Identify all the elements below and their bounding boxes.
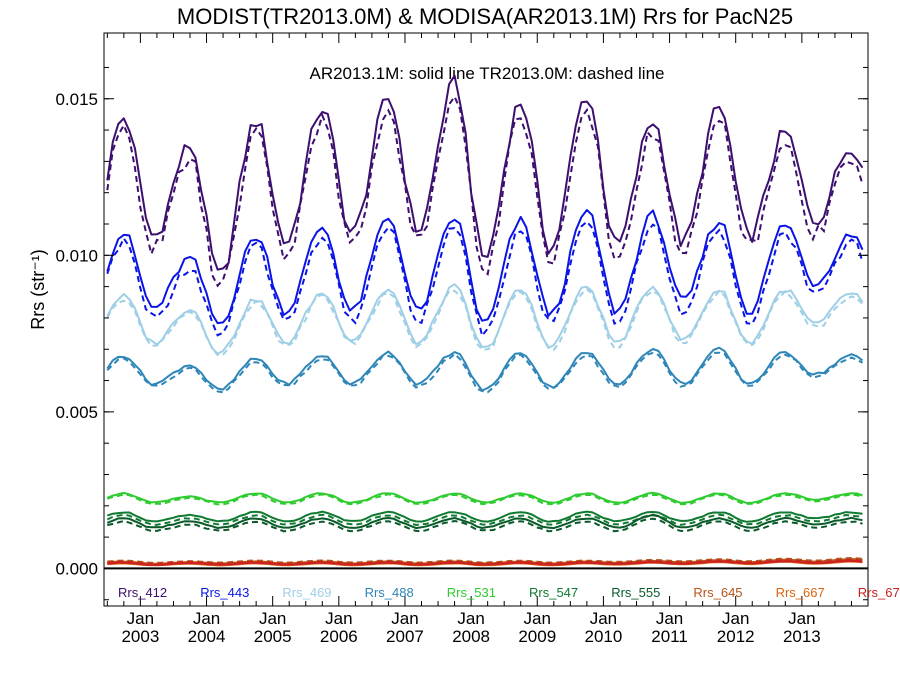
x-tick-label-month: Jan xyxy=(193,609,220,628)
x-tick-label-year: 2012 xyxy=(717,627,755,646)
x-tick-label-month: Jan xyxy=(325,609,352,628)
legend-entry-Rrs_667: Rrs_667 xyxy=(776,585,825,600)
x-tick-label-month: Jan xyxy=(722,609,749,628)
series-line-Rrs_412-dashed xyxy=(106,94,864,288)
x-tick-label-month: Jan xyxy=(524,609,551,628)
x-tick-label-month: Jan xyxy=(259,609,286,628)
legend-entry-Rrs_547: Rrs_547 xyxy=(529,585,578,600)
x-tick-label-year: 2008 xyxy=(452,627,490,646)
x-tick-label-year: 2005 xyxy=(254,627,292,646)
legend-entry-Rrs_645: Rrs_645 xyxy=(693,585,742,600)
x-tick-label-month: Jan xyxy=(457,609,484,628)
series-line-Rrs_469-dashed xyxy=(106,287,864,357)
legend-entry-Rrs_412: Rrs_412 xyxy=(118,585,167,600)
y-tick-label: 0.000 xyxy=(55,559,98,578)
x-tick-label-month: Jan xyxy=(127,609,154,628)
x-tick-label-month: Jan xyxy=(656,609,683,628)
series-line-Rrs_488-solid xyxy=(106,346,864,392)
series-lines xyxy=(106,74,864,567)
legend-entry-Rrs_488: Rrs_488 xyxy=(365,585,414,600)
series-line-Rrs_555-solid xyxy=(106,513,863,530)
y-axis-label: Rrs (str⁻¹) xyxy=(28,249,48,329)
x-tick-label-year: 2009 xyxy=(518,627,556,646)
chart-title: MODIST(TR2013.0M) & MODISA(AR2013.1M) Rr… xyxy=(177,4,793,29)
y-tick-label: 0.010 xyxy=(55,246,98,265)
plot-area: 0.0000.0050.0100.015Jan2003Jan2004Jan200… xyxy=(28,32,900,646)
line-style-annotation: AR2013.1M: solid line TR2013.0M: dashed … xyxy=(309,64,664,83)
series-line-Rrs_547-solid xyxy=(106,510,863,523)
series-line-Rrs_443-solid xyxy=(106,209,864,325)
y-tick-label: 0.005 xyxy=(55,403,98,422)
x-tick-label-year: 2004 xyxy=(188,627,226,646)
series-line-Rrs_531-dashed xyxy=(106,493,863,506)
x-tick-label-month: Jan xyxy=(788,609,815,628)
series-line-Rrs_645-dashed xyxy=(107,556,863,564)
x-tick-label-year: 2007 xyxy=(386,627,424,646)
x-tick-label-year: 2010 xyxy=(584,627,622,646)
legend-entry-Rrs_469: Rrs_469 xyxy=(282,585,331,600)
series-line-Rrs_488-dashed xyxy=(106,351,863,394)
x-tick-label-month: Jan xyxy=(391,609,418,628)
legend-entry-Rrs_443: Rrs_443 xyxy=(200,585,249,600)
x-tick-label-year: 2013 xyxy=(783,627,821,646)
series-line-Rrs_547-dashed xyxy=(106,513,863,527)
x-tick-label-year: 2006 xyxy=(320,627,358,646)
legend-entry-Rrs_531: Rrs_531 xyxy=(447,585,496,600)
series-line-Rrs_531-solid xyxy=(106,491,863,504)
x-tick-label-year: 2003 xyxy=(121,627,159,646)
series-line-Rrs_412-solid xyxy=(106,74,864,271)
x-tick-label-month: Jan xyxy=(590,609,617,628)
series-line-Rrs_443-dashed xyxy=(106,220,864,338)
legend-entry-Rrs_555: Rrs_555 xyxy=(611,585,660,600)
series-line-Rrs_678-dashed xyxy=(107,558,863,565)
x-tick-label-year: 2011 xyxy=(651,627,688,646)
series-line-Rrs_555-dashed xyxy=(107,517,863,533)
y-tick-label: 0.015 xyxy=(55,90,98,109)
series-line-Rrs_469-solid xyxy=(106,283,864,355)
legend-entry-Rrs_678: Rrs_678 xyxy=(858,585,900,600)
plot-frame xyxy=(103,32,869,607)
